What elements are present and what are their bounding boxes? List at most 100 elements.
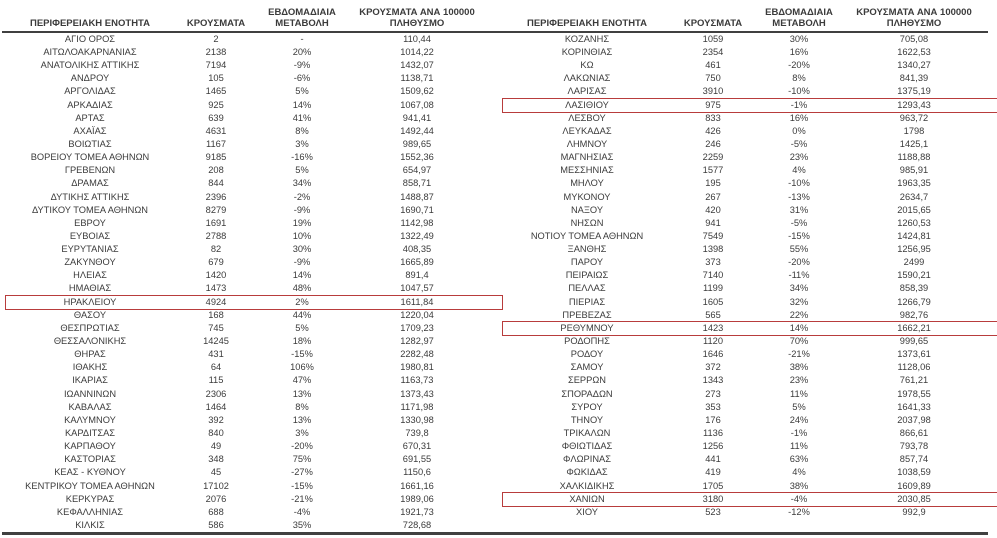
weekly-change-value: 47%	[292, 375, 312, 386]
region-name: ΑΧΑΪΑΣ	[73, 125, 107, 136]
weekly-change-value: 48%	[292, 283, 312, 294]
per-100k-value: 1256,95	[897, 244, 931, 255]
per-100k-value: 1014,22	[400, 46, 434, 57]
cases-value: 208	[208, 165, 224, 176]
region-name: ΑΓΙΟ ΟΡΟΣ	[64, 33, 116, 44]
cases-value: 115	[208, 375, 224, 386]
weekly-change-value: 16%	[789, 46, 809, 57]
column-header-weekly-change: ΕΒΔΟΜΑΔΙΑΙΑ ΜΕΤΑΒΟΛΗ	[268, 7, 336, 29]
table-row: ΦΛΩΡΙΝΑΣ 441 63% 857,74	[499, 454, 995, 467]
cases-value: 1120	[703, 336, 723, 347]
weekly-change-value: -2%	[293, 191, 311, 202]
cases-value: 1136	[703, 428, 723, 439]
table-row: ΠΕΙΡΑΙΩΣ 7140 -11% 1590,21	[499, 270, 995, 283]
region-name: ΚΕΝΤΡΙΚΟΥ ΤΟΜΕΑ ΑΘΗΝΩΝ	[25, 480, 155, 491]
region-name: ΙΩΑΝΝΙΝΩΝ	[63, 388, 117, 399]
per-100k-value: 1373,61	[897, 349, 931, 360]
table-row: ΚΕΡΚΥΡΑΣ 2076 -21% 1989,06	[2, 493, 497, 506]
cases-value: 431	[208, 349, 224, 360]
table-row: ΛΑΡΙΣΑΣ 3910 -10% 1375,19	[499, 86, 995, 99]
table-header-left: ΠΕΡΙΦΕΡΕΙΑΚΗ ΕΝΟΤΗΤΑ ΚΡΟΥΣΜΑΤΑ ΕΒΔΟΜΑΔΙΑ…	[2, 0, 497, 31]
region-name: ΙΘΑΚΗΣ	[72, 362, 108, 373]
weekly-change-value: 41%	[292, 112, 312, 123]
region-name: ΚΟΡΙΝΘΙΑΣ	[561, 46, 613, 57]
cases-value: 1605	[702, 296, 724, 307]
per-100k-value: 1690,71	[400, 204, 434, 215]
per-100k-value: 1665,89	[400, 257, 434, 268]
region-name: ΚΑΒΑΛΑΣ	[68, 401, 112, 412]
cases-value: 64	[210, 362, 222, 373]
region-name: ΧΑΝΙΩΝ	[569, 493, 605, 504]
table-row: ΤΗΝΟΥ 176 24% 2037,98	[499, 414, 995, 427]
region-name: ΕΥΒΟΙΑΣ	[69, 230, 111, 241]
region-name: ΘΗΡΑΣ	[74, 349, 106, 360]
region-name: ΗΡΑΚΛΕΙΟΥ	[63, 296, 117, 307]
region-name: ΡΕΘΥΜΝΟΥ	[560, 322, 614, 333]
weekly-change-value: 8%	[295, 401, 309, 412]
weekly-change-value: 35%	[292, 520, 312, 531]
per-100k-value: 1492,44	[400, 125, 434, 136]
cases-value: 9185	[205, 152, 227, 163]
weekly-change-value: -20%	[788, 60, 810, 71]
region-name: ΝΗΣΩΝ	[570, 217, 604, 228]
per-100k-value: 1611,84	[400, 296, 434, 307]
column-header-region: ΠΕΡΙΦΕΡΕΙΑΚΗ ΕΝΟΤΗΤΑ	[29, 17, 151, 29]
cases-value: 1465	[205, 86, 227, 97]
cases-value: 7140	[702, 270, 724, 281]
table-row: ΣΑΜΟΥ 372 38% 1128,06	[499, 362, 995, 375]
cases-value: 4631	[205, 125, 227, 136]
weekly-change-value: -4%	[790, 493, 808, 504]
region-name: ΘΑΣΟΥ	[73, 309, 107, 320]
table-row-highlighted: ΛΑΣΙΘΙΟΥ 975 -1% 1293,43	[499, 97, 997, 113]
per-100k-value: 1128,06	[897, 362, 931, 373]
column-header-region: ΠΕΡΙΦΕΡΕΙΑΚΗ ΕΝΟΤΗΤΑ	[526, 17, 648, 29]
per-100k-value: 1375,19	[897, 86, 931, 97]
table-row: ΚΕΑΣ - ΚΥΘΝΟΥ 45 -27% 1150,6	[2, 467, 497, 480]
region-name: ΚΑΡΠΑΘΟΥ	[64, 441, 116, 452]
weekly-change-value: 16%	[789, 112, 809, 123]
per-100k-value: 705,08	[899, 33, 929, 44]
weekly-change-value: 30%	[292, 244, 312, 255]
table-row: ΚΑΣΤΟΡΙΑΣ 348 75% 691,55	[2, 454, 497, 467]
table-row: ΘΗΡΑΣ 431 -15% 2282,48	[2, 348, 497, 361]
table-row: ΝΗΣΩΝ 941 -5% 1260,53	[499, 217, 995, 230]
table-row: ΔΥΤΙΚΟΥ ΤΟΜΕΑ ΑΘΗΝΩΝ 8279 -9% 1690,71	[2, 204, 497, 217]
per-100k-value: 1322,49	[400, 230, 434, 241]
region-name: ΠΕΛΛΑΣ	[568, 283, 606, 294]
table-row: ΛΕΣΒΟΥ 833 16% 963,72	[499, 112, 995, 125]
table-body-left: ΑΓΙΟ ΟΡΟΣ 2 - 110,44 ΑΙΤΩΛΟΑΚΑΡΝΑΝΙΑΣ 2138 20%…	[2, 33, 503, 532]
weekly-change-value: -20%	[291, 441, 313, 452]
weekly-change-value: -4%	[293, 506, 311, 517]
per-100k-value: 992,9	[902, 506, 926, 517]
weekly-change-value: -6%	[293, 73, 311, 84]
cases-value: 3180	[702, 493, 724, 504]
weekly-change-value: 32%	[789, 296, 809, 307]
cases-value: 82	[210, 244, 222, 255]
cases-value: 49	[210, 441, 222, 452]
table-row: ΙΘΑΚΗΣ 64 106% 1980,81	[2, 362, 497, 375]
weekly-change-value: 106%	[290, 362, 314, 373]
per-100k-value: 941,41	[402, 112, 432, 123]
per-100k-value: 1067,08	[400, 99, 434, 110]
column-header-per-100k: ΚΡΟΥΣΜΑΤΑ ΑΝΑ 100000 ΠΛΗΘΥΣΜΟ	[359, 7, 475, 29]
table-row-highlighted: ΗΡΑΚΛΕΙΟΥ 4924 2% 1611,84	[2, 294, 503, 311]
per-100k-value: 1609,89	[897, 480, 931, 491]
cases-value: 267	[705, 191, 721, 202]
region-name: ΚΕΑΣ - ΚΥΘΝΟΥ	[54, 467, 126, 478]
region-name: ΚΑΡΔΙΤΣΑΣ	[64, 428, 116, 439]
per-100k-value: 858,71	[402, 178, 432, 189]
region-name: ΚΕΦΑΛΛΗΝΙΑΣ	[56, 506, 124, 517]
region-name: ΡΟΔΟΥ	[570, 349, 604, 360]
table-row: ΑΡΓΟΛΙΔΑΣ 1465 5% 1509,62	[2, 86, 497, 99]
cases-value: 246	[705, 138, 721, 149]
per-100k-value: 1260,53	[897, 217, 931, 228]
cases-value: 4924	[205, 296, 227, 307]
per-100k-value: 1282,97	[400, 336, 434, 347]
per-100k-value: 1171,98	[400, 401, 434, 412]
table-row: ΡΟΔΟΥ 1646 -21% 1373,61	[499, 348, 995, 361]
cases-value: 195	[705, 178, 721, 189]
per-100k-value: 1373,43	[400, 388, 434, 399]
region-name: ΜΑΓΝΗΣΙΑΣ	[560, 152, 614, 163]
weekly-change-value: 22%	[789, 309, 809, 320]
weekly-change-value: -15%	[291, 349, 313, 360]
